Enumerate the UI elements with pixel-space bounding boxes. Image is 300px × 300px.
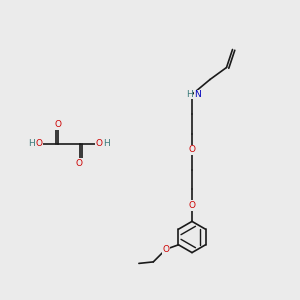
Text: O: O: [162, 245, 169, 254]
Text: O: O: [95, 140, 103, 148]
Text: O: O: [188, 146, 196, 154]
Text: O: O: [76, 159, 83, 168]
Text: H: H: [186, 90, 193, 99]
Text: O: O: [55, 120, 62, 129]
Text: H: H: [28, 140, 35, 148]
Text: H: H: [103, 140, 110, 148]
Text: N: N: [194, 90, 201, 99]
Text: O: O: [188, 201, 196, 210]
Text: O: O: [35, 140, 43, 148]
